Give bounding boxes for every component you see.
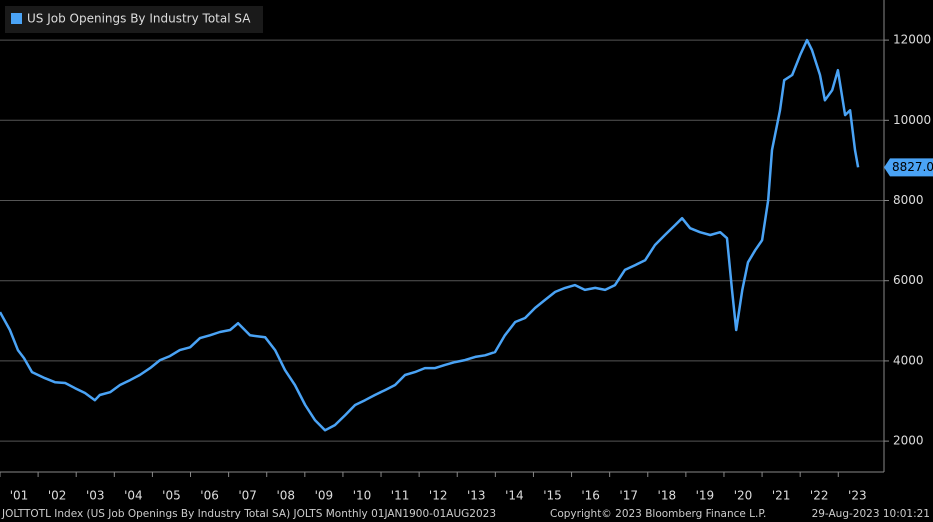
x-tick-label: '21 — [772, 489, 791, 503]
x-tick-label: '16 — [581, 489, 600, 503]
value-label: 8827.0 — [892, 160, 933, 174]
x-tick-label: '23 — [848, 489, 867, 503]
x-tick-label: '20 — [734, 489, 753, 503]
legend-label: US Job Openings By Industry Total SA — [27, 12, 251, 26]
x-tick-label: '15 — [543, 489, 562, 503]
x-tick-label: '11 — [391, 489, 410, 503]
x-tick-label: '12 — [429, 489, 448, 503]
x-tick-label: '05 — [162, 489, 181, 503]
x-tick-label: '01 — [10, 489, 29, 503]
y-tick-label: 2000 — [893, 434, 924, 448]
x-tick-label: '14 — [505, 489, 524, 503]
x-tick-label: '13 — [467, 489, 486, 503]
y-tick-label: 12000 — [893, 33, 931, 47]
x-tick-label: '07 — [238, 489, 257, 503]
value-label-box — [884, 158, 933, 177]
x-tick-label: '03 — [86, 489, 105, 503]
legend-box — [5, 6, 263, 33]
footer-right: 29-Aug-2023 10:01:21 — [812, 508, 930, 520]
x-tick-label: '17 — [619, 489, 638, 503]
x-tick-label: '18 — [658, 489, 677, 503]
x-tick-label: '09 — [315, 489, 334, 503]
x-tick-label: '06 — [200, 489, 219, 503]
x-tick-label: '22 — [810, 489, 829, 503]
y-tick-label: 6000 — [893, 273, 924, 287]
y-tick-label: 4000 — [893, 353, 924, 367]
footer-center: Copyright© 2023 Bloomberg Finance L.P. — [550, 508, 766, 520]
x-tick-label: '04 — [124, 489, 143, 503]
series-line — [0, 38, 860, 432]
x-tick-label: '02 — [48, 489, 67, 503]
x-tick-label: '10 — [353, 489, 372, 503]
legend-swatch — [11, 13, 22, 24]
footer-left: JOLTTOTL Index (US Job Openings By Indus… — [1, 508, 496, 520]
x-tick-label: '08 — [276, 489, 295, 503]
y-tick-label: 8000 — [893, 193, 924, 207]
x-tick-label: '19 — [696, 489, 715, 503]
y-tick-label: 10000 — [893, 113, 931, 127]
